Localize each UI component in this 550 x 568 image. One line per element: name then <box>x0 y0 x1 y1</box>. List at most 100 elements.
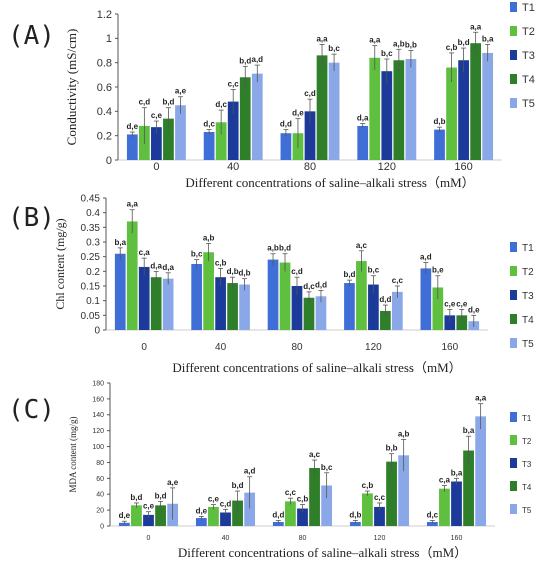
bar-T4-160 <box>463 450 474 526</box>
legend-swatch-T4 <box>510 314 517 324</box>
significance-label: b,e <box>432 266 444 275</box>
bar-T1-40 <box>191 264 202 330</box>
bar-T4-40 <box>232 500 243 526</box>
legend-label-T1: T1 <box>522 243 534 254</box>
y-tick-label: 0.45 <box>81 194 101 205</box>
bar-T3-120 <box>374 506 385 526</box>
bar-T5-120 <box>398 455 410 526</box>
x-tick-label: 160 <box>451 535 463 542</box>
y-tick-label: 80 <box>96 460 104 467</box>
legend-swatch-T5 <box>510 98 517 108</box>
bar-T3-80 <box>304 111 316 160</box>
bar-T4-120 <box>380 310 391 330</box>
legend-label-T2: T2 <box>522 267 534 278</box>
significance-label: d,c <box>203 120 215 129</box>
significance-label: c,d <box>291 267 303 276</box>
significance-label: c,b <box>362 481 374 490</box>
significance-label: b,d <box>162 98 174 107</box>
y-tick-label: 1 <box>106 33 112 45</box>
significance-label: a,a <box>316 34 328 43</box>
significance-label: b,c <box>368 266 380 275</box>
bar-T2-80 <box>279 262 291 330</box>
significance-label: a,d <box>244 467 256 476</box>
bar-T1-80 <box>272 522 284 526</box>
significance-label: d,b <box>227 267 239 276</box>
bar-T4-0 <box>163 118 174 160</box>
chart-panel-1: (A) 0 0.2 0.4 0.6 0.8 1 1.2 Conductivity (mS/cm)… <box>8 2 535 190</box>
bar-T3-120 <box>381 71 393 160</box>
significance-label: b,d <box>279 244 291 253</box>
legend-swatch-T2 <box>510 26 517 36</box>
bar-T1-160 <box>426 522 438 526</box>
y-axis-label: Chl content (mg/g) <box>53 218 67 309</box>
bar-T4-0 <box>150 277 162 330</box>
bar-T4-160 <box>456 315 468 330</box>
y-tick-label: 0 <box>100 523 104 530</box>
bar-T2-160 <box>446 67 457 160</box>
significance-label: a,d <box>252 55 264 64</box>
y-tick-label: 100 <box>92 444 104 451</box>
bar-T4-120 <box>386 461 397 526</box>
significance-label: c,e <box>151 111 163 120</box>
significance-label: d,e <box>196 506 208 515</box>
significance-label: b,b <box>386 444 398 453</box>
bar-T2-40 <box>215 122 227 160</box>
y-tick-label: 60 <box>96 476 104 483</box>
significance-label: c,d <box>139 98 151 107</box>
x-tick-label: 80 <box>304 161 316 173</box>
legend-swatch-T2 <box>510 266 517 276</box>
significance-label: d,d <box>315 280 327 289</box>
bar-T5-80 <box>328 62 340 160</box>
legend-swatch-T5 <box>510 338 517 348</box>
x-tick-label: 120 <box>365 342 382 353</box>
bar-T3-0 <box>138 266 150 330</box>
bar-T4-80 <box>303 297 315 330</box>
bar-T5-0 <box>162 278 174 330</box>
legend-label-T2: T2 <box>522 437 532 446</box>
legend-label-T1: T1 <box>522 414 532 423</box>
bar-T3-120 <box>368 284 379 330</box>
y-tick-label: 120 <box>92 428 104 435</box>
bar-T1-80 <box>267 259 279 330</box>
y-tick-label: 0.4 <box>86 208 100 219</box>
significance-label: c,c <box>374 493 386 502</box>
significance-label: b,c <box>321 463 333 472</box>
x-tick-label: 40 <box>227 161 239 173</box>
y-tick-label: 0.6 <box>97 82 112 94</box>
bar-T1-120 <box>344 283 355 330</box>
bar-T3-40 <box>220 512 231 526</box>
significance-label: a,b <box>267 244 279 253</box>
y-tick-label: 0.2 <box>86 267 100 278</box>
legend-label-T1: T1 <box>522 2 535 14</box>
bar-T1-80 <box>280 133 292 160</box>
significance-label: d,b <box>434 117 446 126</box>
x-tick-label: 80 <box>299 535 307 542</box>
x-tick-label: 160 <box>454 161 472 173</box>
x-tick-label: 120 <box>374 535 386 542</box>
bar-T2-120 <box>356 261 367 330</box>
y-tick-label: 1.2 <box>97 9 112 21</box>
y-tick-label: 20 <box>96 508 104 515</box>
legend-swatch-T3 <box>510 458 517 468</box>
significance-label: b,d <box>458 38 470 47</box>
panel-label: (B) <box>8 203 55 233</box>
x-tick-label: 0 <box>153 161 159 173</box>
bar-T2-40 <box>203 252 214 330</box>
bar-T4-80 <box>316 55 328 160</box>
significance-label: c,a <box>139 248 151 257</box>
bar-T1-40 <box>195 518 207 526</box>
significance-label: b,a <box>463 426 475 435</box>
bar-T1-160 <box>420 268 432 330</box>
panel-label: (A) <box>8 21 55 51</box>
y-tick-label: 0.8 <box>97 58 112 70</box>
legend-label-T2: T2 <box>522 26 535 38</box>
bar-T5-40 <box>244 492 256 526</box>
significance-label: d,d <box>280 120 292 129</box>
y-axis-label: Conductivity (mS/cm) <box>64 29 79 146</box>
x-axis-label: Different concentrations of saline–alkal… <box>178 545 467 560</box>
significance-label: b,a <box>482 34 494 43</box>
significance-label: d,c <box>303 282 315 291</box>
legend-label-T4: T4 <box>522 483 532 492</box>
significance-label: c,e <box>208 495 220 504</box>
